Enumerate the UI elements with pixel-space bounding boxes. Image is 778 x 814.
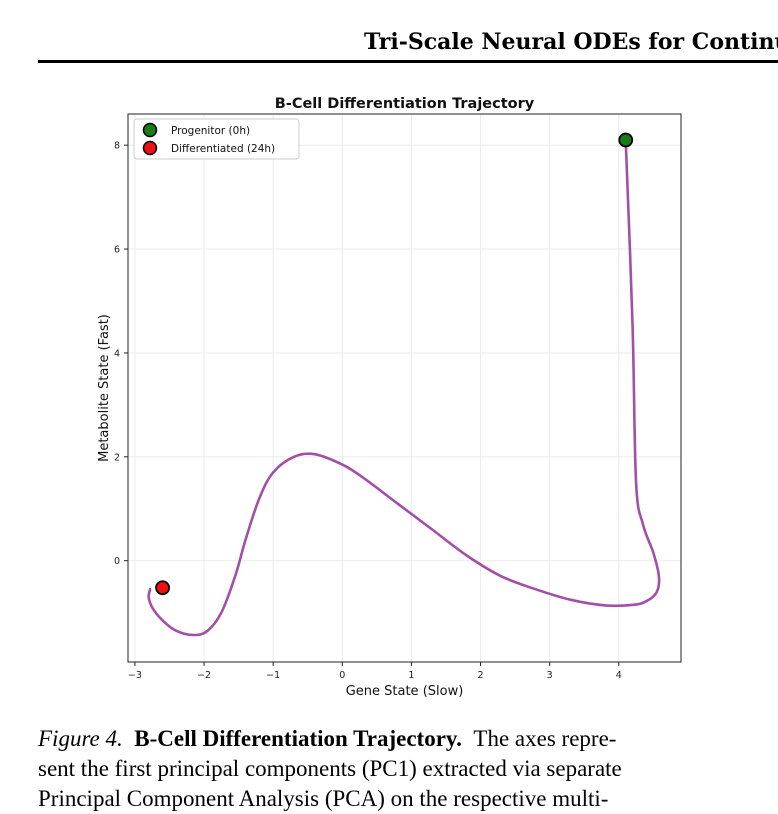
y-tick-label: 0 — [114, 556, 120, 567]
caption-line-3: Principal Component Analysis (PCA) on th… — [38, 786, 609, 811]
y-tick-label: 4 — [114, 348, 120, 359]
trajectory-chart: −3 −2 −1 0 1 2 3 4 0 2 4 6 8 B-Cell Differentiation … — [97, 96, 682, 699]
legend-label: Progenitor (0h) — [171, 125, 250, 137]
legend-box — [133, 118, 300, 160]
legend-marker — [142, 122, 158, 138]
trajectory-line — [147, 138, 661, 637]
running-head: Tri-Scale Neural ODEs for Continuo — [364, 29, 778, 55]
figure-caption: Figure 4. B-Cell Differentiation Traject… — [38, 724, 740, 814]
y-axis-label: Metabolite State (Fast) — [97, 314, 112, 462]
x-tick-label: 1 — [408, 670, 414, 681]
start-marker — [618, 132, 634, 148]
legend-marker — [142, 140, 158, 156]
legend: Progenitor (0h) Differentiated (24h) — [133, 118, 300, 160]
caption-line-2: sent the first principal components (PC1… — [38, 756, 622, 781]
y-tick-label: 8 — [114, 141, 120, 152]
x-tick-label: −1 — [266, 670, 280, 681]
caption-text-1: The axes repre- — [473, 726, 617, 751]
markers — [155, 132, 634, 596]
end-marker — [155, 580, 170, 596]
header-rule — [38, 60, 778, 63]
caption-title: B-Cell Differentiation Trajectory. — [134, 726, 462, 751]
caption-figure-label: Figure 4. — [38, 726, 123, 751]
x-tick-label: 4 — [616, 670, 622, 681]
plot-frame — [127, 113, 682, 663]
series — [147, 138, 661, 637]
x-tick-label: 3 — [547, 670, 553, 681]
x-tick-label: −2 — [197, 670, 211, 681]
legend-label: Differentiated (24h) — [171, 143, 275, 155]
x-tick-label: 0 — [339, 670, 345, 681]
caption-line-1: Figure 4. B-Cell Differentiation Traject… — [38, 724, 740, 754]
x-axis-label: Gene State (Slow) — [346, 684, 464, 699]
y-tick-label: 6 — [114, 245, 120, 256]
x-tick-label: 2 — [478, 670, 484, 681]
axis-ticks: −3 −2 −1 0 1 2 3 4 0 2 4 6 8 — [114, 141, 622, 681]
grid — [128, 114, 681, 662]
x-tick-label: −3 — [128, 670, 142, 681]
y-tick-label: 2 — [114, 452, 120, 463]
figure-4: −3 −2 −1 0 1 2 3 4 0 2 4 6 8 B-Cell Differentiation … — [97, 96, 682, 699]
chart-title: B-Cell Differentiation Trajectory — [275, 96, 535, 112]
